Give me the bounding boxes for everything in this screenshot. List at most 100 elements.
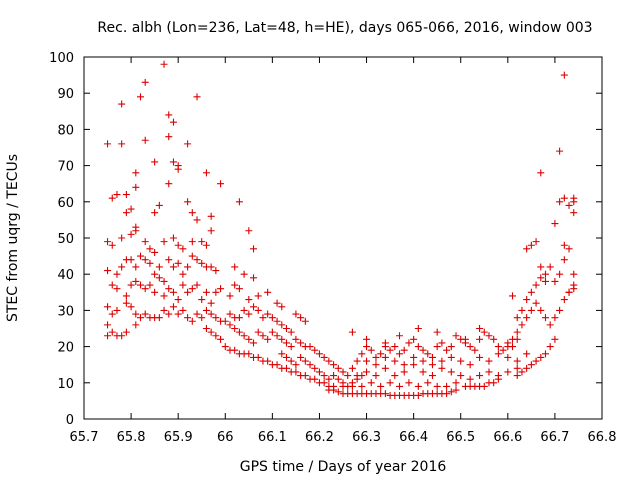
data-point xyxy=(556,147,564,155)
data-point xyxy=(541,350,549,358)
data-point xyxy=(381,390,389,398)
data-point xyxy=(184,263,192,271)
data-point xyxy=(235,198,243,206)
data-point xyxy=(104,321,112,329)
data-point xyxy=(358,350,366,358)
data-point xyxy=(287,328,295,336)
data-point xyxy=(457,372,465,380)
data-point xyxy=(504,353,512,361)
data-point xyxy=(217,335,225,343)
data-point xyxy=(160,277,168,285)
data-point xyxy=(235,285,243,293)
data-point xyxy=(523,296,531,304)
x-axis-label: GPS time / Days of year 2016 xyxy=(240,459,447,475)
data-point xyxy=(174,296,182,304)
data-point xyxy=(122,209,130,217)
data-point xyxy=(556,270,564,278)
data-point xyxy=(188,238,196,246)
data-point xyxy=(301,317,309,325)
data-point xyxy=(240,332,248,340)
data-point xyxy=(226,292,234,300)
data-point xyxy=(565,245,573,253)
data-point xyxy=(443,346,451,354)
data-point xyxy=(443,390,451,398)
data-point xyxy=(155,263,163,271)
data-point xyxy=(146,281,154,289)
data-point xyxy=(301,357,309,365)
data-point xyxy=(560,256,568,264)
data-point xyxy=(207,328,215,336)
data-point xyxy=(137,93,145,101)
y-tick-label: 50 xyxy=(57,232,74,247)
data-point xyxy=(537,274,545,282)
data-point xyxy=(438,339,446,347)
data-point xyxy=(104,267,112,275)
x-tick-label: 65.9 xyxy=(164,430,193,445)
data-point xyxy=(127,230,135,238)
data-point xyxy=(127,303,135,311)
data-point xyxy=(523,245,531,253)
data-point xyxy=(202,169,210,177)
data-point xyxy=(179,270,187,278)
y-tick-label: 30 xyxy=(57,304,74,319)
data-point xyxy=(527,306,535,314)
data-point xyxy=(466,343,474,351)
data-point xyxy=(490,379,498,387)
data-point xyxy=(504,368,512,376)
data-point xyxy=(551,314,559,322)
data-point xyxy=(273,332,281,340)
data-point xyxy=(301,372,309,380)
data-point xyxy=(513,372,521,380)
data-point xyxy=(273,299,281,307)
data-point xyxy=(556,198,564,206)
data-point xyxy=(367,346,375,354)
data-point xyxy=(151,270,159,278)
data-point xyxy=(113,270,121,278)
data-point xyxy=(254,328,262,336)
data-point xyxy=(193,310,201,318)
y-tick-label: 20 xyxy=(57,341,74,356)
data-point xyxy=(207,310,215,318)
data-point xyxy=(541,270,549,278)
data-point xyxy=(405,379,413,387)
data-point xyxy=(240,306,248,314)
data-point xyxy=(212,332,220,340)
data-point xyxy=(480,328,488,336)
data-point xyxy=(113,191,121,199)
data-point xyxy=(104,140,112,148)
data-point xyxy=(560,71,568,79)
data-point xyxy=(297,314,305,322)
data-point xyxy=(363,357,371,365)
data-point xyxy=(471,346,479,354)
data-point xyxy=(240,270,248,278)
data-point xyxy=(353,372,361,380)
data-point xyxy=(155,201,163,209)
plot-area xyxy=(83,56,603,420)
data-point xyxy=(556,306,564,314)
data-point xyxy=(330,372,338,380)
data-point xyxy=(381,343,389,351)
data-point xyxy=(160,238,168,246)
data-point xyxy=(122,292,130,300)
data-point xyxy=(198,238,206,246)
data-point xyxy=(193,281,201,289)
data-point xyxy=(231,346,239,354)
data-point xyxy=(165,285,173,293)
data-point xyxy=(386,346,394,354)
data-point xyxy=(155,274,163,282)
data-point xyxy=(132,277,140,285)
x-axis-tick-labels: 65.7 65.8 65.9 66 66.1 66.2 66.3 66.4 66.5 66.6 66… xyxy=(70,430,617,445)
data-point xyxy=(146,245,154,253)
data-point xyxy=(344,372,352,380)
data-point xyxy=(179,281,187,289)
data-point xyxy=(207,227,215,235)
data-point xyxy=(527,361,535,369)
y-tick-label: 40 xyxy=(57,268,74,283)
data-point xyxy=(466,361,474,369)
data-point xyxy=(174,259,182,267)
y-tick-label: 100 xyxy=(49,51,74,66)
data-point xyxy=(231,281,239,289)
data-point xyxy=(282,364,290,372)
data-point xyxy=(297,339,305,347)
data-point xyxy=(160,306,168,314)
